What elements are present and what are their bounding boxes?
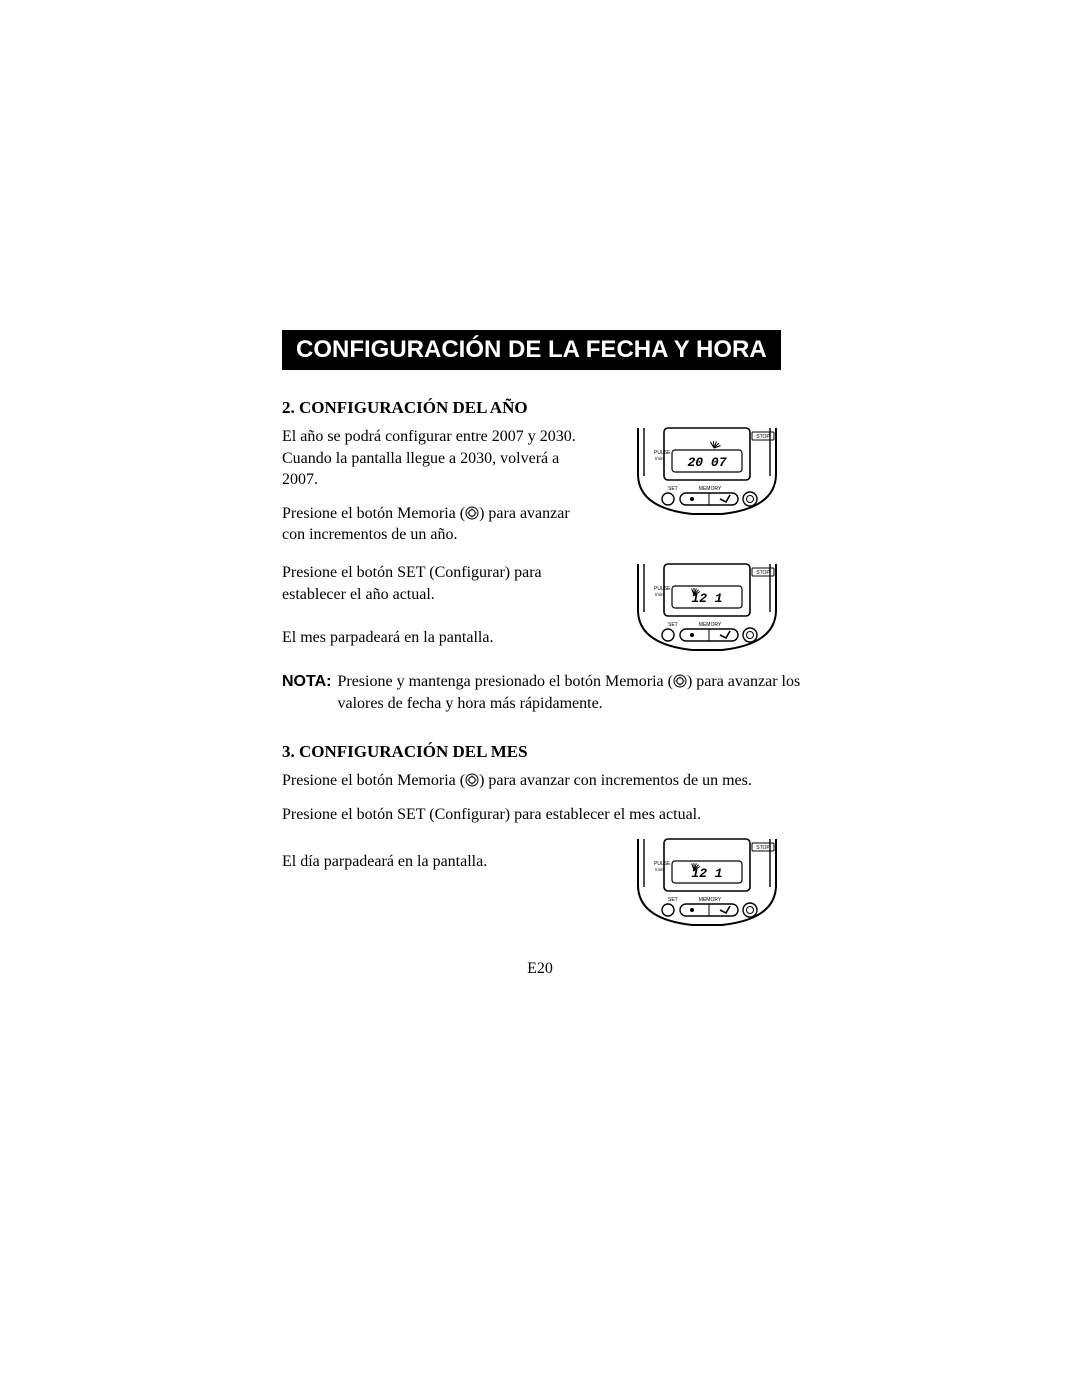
svg-text:STOP: STOP	[756, 845, 770, 851]
svg-text:20 07: 20 07	[687, 455, 726, 470]
device-illustration-day-blink: 12 1 PULSE /min STOP SET MEMORY	[632, 837, 782, 932]
month-p1-post: ) para avanzar con incrementos de un mes…	[479, 772, 752, 789]
year-p4: El mes parpadeará en la pantalla.	[282, 627, 592, 649]
note-body: Presione y mantenga presionado el botón …	[337, 671, 812, 714]
memory-icon	[465, 506, 479, 520]
svg-text:12 1: 12 1	[691, 591, 722, 606]
row-month-2: El día parpadeará en la pantalla. 12 1 P…	[282, 837, 812, 932]
row-year-2: Presione el botón SET (Configurar) para …	[282, 562, 812, 657]
device-day-blink: 12 1 PULSE /min STOP SET MEMORY	[612, 837, 782, 932]
device-month-blink: 12 1 PULSE /min STOP SET MEMORY	[612, 562, 782, 657]
heading-month: 3. CONFIGURACIÓN DEL MES	[282, 742, 812, 762]
year-p2: Presione el botón Memoria () para avanza…	[282, 503, 592, 546]
svg-text:STOP: STOP	[756, 434, 770, 440]
memory-icon	[465, 773, 479, 787]
svg-text:12 1: 12 1	[691, 866, 722, 881]
year-p2-pre: Presione el botón Memoria (	[282, 505, 465, 522]
year-text-2: Presione el botón SET (Configurar) para …	[282, 562, 592, 649]
svg-text:SET: SET	[668, 897, 678, 903]
svg-text:MEMORY: MEMORY	[699, 897, 722, 903]
year-text-1: El año se podrá configurar entre 2007 y …	[282, 426, 592, 558]
heading-year: 2. CONFIGURACIÓN DEL AÑO	[282, 398, 812, 418]
month-p1-pre: Presione el botón Memoria (	[282, 772, 465, 789]
svg-text:MEMORY: MEMORY	[699, 486, 722, 492]
note-label: NOTA:	[282, 671, 331, 714]
content-area: CONFIGURACIÓN DE LA FECHA Y HORA 2. CONF…	[282, 330, 812, 932]
device-illustration-year: 20 07 PULSE /min STOP SET MEMORY	[632, 426, 782, 521]
month-p2: Presione el botón SET (Configurar) para …	[282, 804, 812, 826]
svg-text:MEMORY: MEMORY	[699, 622, 722, 628]
month-text-2: El día parpadeará en la pantalla.	[282, 837, 592, 873]
month-p1: Presione el botón Memoria ( ) para avanza…	[282, 770, 812, 792]
device-illustration-month-blink: 12 1 PULSE /min STOP SET MEMORY	[632, 562, 782, 657]
svg-text:/min: /min	[655, 456, 664, 461]
device-year: 20 07 PULSE /min STOP SET MEMORY	[612, 426, 782, 521]
svg-text:STOP: STOP	[756, 570, 770, 576]
memory-icon	[673, 674, 687, 688]
svg-text:SET: SET	[668, 486, 678, 492]
page: CONFIGURACIÓN DE LA FECHA Y HORA 2. CONF…	[0, 0, 1080, 1397]
title-bar: CONFIGURACIÓN DE LA FECHA Y HORA	[282, 330, 781, 370]
year-p3: Presione el botón SET (Configurar) para …	[282, 562, 592, 605]
svg-text:/min: /min	[655, 867, 664, 872]
note-row: NOTA: Presione y mantenga presionado el …	[282, 671, 812, 714]
month-p3: El día parpadeará en la pantalla.	[282, 851, 592, 873]
note-pre: Presione y mantenga presionado el botón …	[337, 673, 672, 690]
svg-text:/min: /min	[655, 592, 664, 597]
year-p1: El año se podrá configurar entre 2007 y …	[282, 426, 592, 491]
row-year-1: El año se podrá configurar entre 2007 y …	[282, 426, 812, 558]
svg-text:SET: SET	[668, 622, 678, 628]
page-number: E20	[0, 960, 1080, 978]
